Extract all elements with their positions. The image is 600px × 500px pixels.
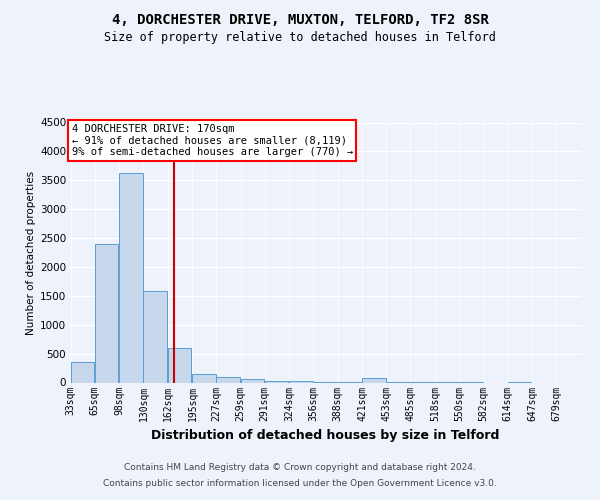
Bar [95, 244, 118, 382]
Bar [241, 379, 264, 382]
Bar [71, 362, 94, 382]
Y-axis label: Number of detached properties: Number of detached properties [26, 170, 36, 334]
Text: 4, DORCHESTER DRIVE, MUXTON, TELFORD, TF2 8SR: 4, DORCHESTER DRIVE, MUXTON, TELFORD, TF… [112, 12, 488, 26]
Bar [143, 291, 167, 382]
Bar [362, 378, 386, 382]
Text: 4 DORCHESTER DRIVE: 170sqm
← 91% of detached houses are smaller (8,119)
9% of se: 4 DORCHESTER DRIVE: 170sqm ← 91% of deta… [71, 124, 353, 157]
Bar [167, 348, 191, 382]
Bar [217, 378, 240, 382]
Bar [193, 374, 216, 382]
Text: Contains public sector information licensed under the Open Government Licence v3: Contains public sector information licen… [103, 478, 497, 488]
Text: Size of property relative to detached houses in Telford: Size of property relative to detached ho… [104, 31, 496, 44]
Text: Contains HM Land Registry data © Crown copyright and database right 2024.: Contains HM Land Registry data © Crown c… [124, 464, 476, 472]
Bar [265, 381, 288, 382]
Bar [119, 174, 143, 382]
X-axis label: Distribution of detached houses by size in Telford: Distribution of detached houses by size … [151, 429, 500, 442]
